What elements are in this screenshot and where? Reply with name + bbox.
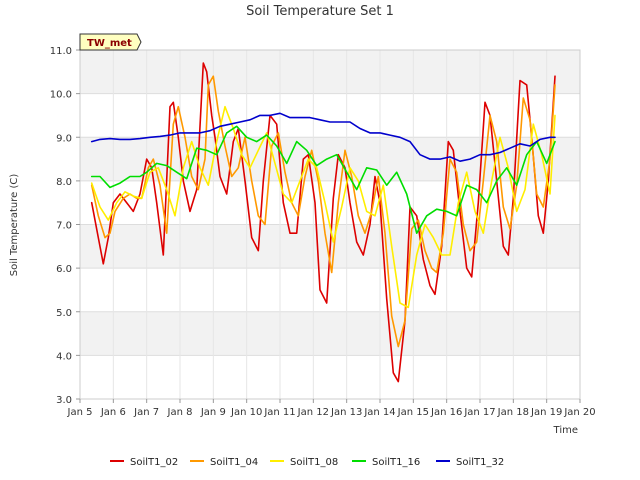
- badge-label: TW_met: [87, 38, 132, 49]
- series-line-soilt1-04: [90, 75, 556, 348]
- x-tick-label: Jan 9: [200, 407, 226, 418]
- legend-item: SoilT1_32: [436, 457, 504, 468]
- x-tick-label: Jan 17: [463, 407, 495, 418]
- y-tick-label: 8.0: [56, 177, 72, 188]
- y-tick-label: 11.0: [50, 46, 72, 57]
- x-axis-title: Time: [553, 425, 578, 436]
- y-tick-label: 7.0: [56, 221, 72, 232]
- background-band: [80, 311, 580, 356]
- background-band: [80, 137, 580, 181]
- background-band: [80, 355, 580, 399]
- legend-label: SoilT1_08: [290, 457, 338, 468]
- x-tick-label: Jan 14: [363, 407, 395, 418]
- series-line-soilt1-08: [90, 105, 556, 309]
- legend-label: SoilT1_32: [456, 457, 504, 468]
- plot-area: [79, 49, 581, 400]
- y-tick-label: 9.0: [56, 133, 72, 144]
- badge-box: [79, 33, 142, 51]
- legend-item: SoilT1_08: [270, 457, 338, 468]
- x-tick-label: Jan 13: [330, 407, 362, 418]
- background-band: [80, 50, 580, 94]
- x-tick-label: Jan 5: [67, 407, 93, 418]
- chart-title: Soil Temperature Set 1: [246, 4, 394, 19]
- legend-item: SoilT1_04: [190, 457, 258, 468]
- x-tick-label: Jan 15: [397, 407, 429, 418]
- y-tick-label: 3.0: [56, 395, 72, 406]
- legend-item: SoilT1_02: [110, 457, 178, 468]
- x-tick-label: Jan 10: [230, 407, 262, 418]
- x-tick-label: Jan 6: [100, 407, 126, 418]
- y-tick-label: 4.0: [56, 351, 72, 362]
- legend: SoilT1_02 SoilT1_04 SoilT1_08 SoilT1_16 Soil…: [110, 457, 504, 468]
- x-tick-label: Jan 7: [133, 407, 159, 418]
- y-tick-label: 6.0: [56, 264, 72, 275]
- x-tick-label: Jan 19: [530, 407, 562, 418]
- legend-label: SoilT1_02: [130, 457, 178, 468]
- legend-item: SoilT1_16: [352, 457, 420, 468]
- station-badge: TW_met: [79, 33, 142, 51]
- x-tick-label: Jan 20: [563, 407, 595, 418]
- x-tick-label: Jan 8: [167, 407, 193, 418]
- y-tick-label: 10.0: [50, 90, 72, 101]
- x-tick-label: Jan 11: [263, 407, 295, 418]
- x-tick-label: Jan 18: [497, 407, 529, 418]
- series-line-soilt1-32: [90, 112, 556, 162]
- y-axis-title: Soil Temperature (C): [9, 174, 20, 277]
- series-line-soilt1-16: [90, 125, 556, 234]
- y-tick-label: 5.0: [56, 308, 72, 319]
- legend-label: SoilT1_16: [372, 457, 420, 468]
- x-tick-label: Jan 16: [430, 407, 462, 418]
- background-band: [80, 93, 580, 138]
- background-band: [80, 268, 580, 312]
- series-line-soilt1-02: [90, 62, 556, 383]
- legend-label: SoilT1_04: [210, 457, 258, 468]
- x-tick-label: Jan 12: [297, 407, 329, 418]
